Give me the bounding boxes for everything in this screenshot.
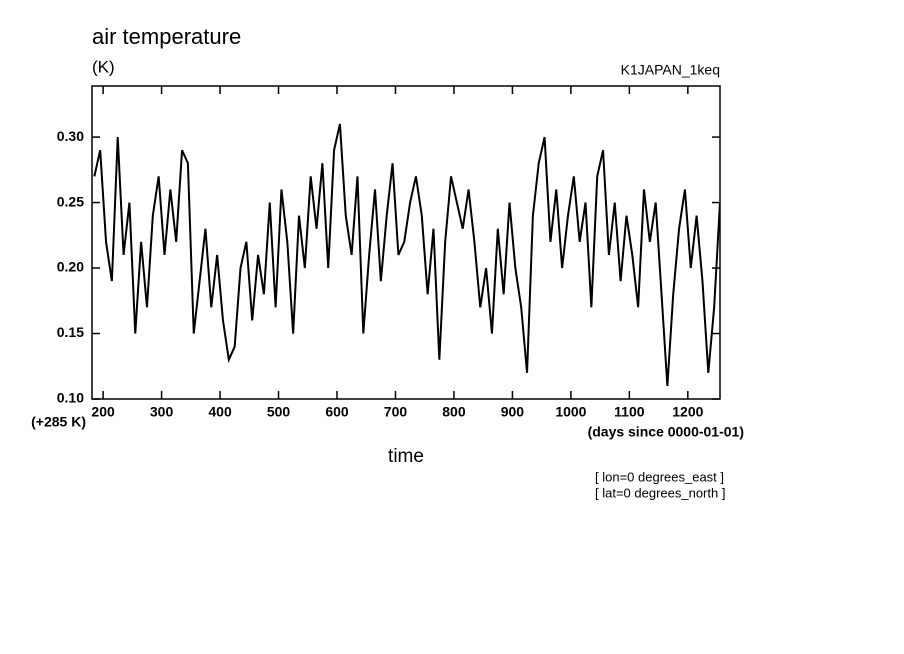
x-tick-label: 600 — [325, 404, 349, 420]
chart-title: air temperature — [92, 24, 241, 49]
x-tick-label: 1200 — [672, 404, 703, 420]
dataset-label: K1JAPAN_1keq — [621, 62, 720, 78]
x-units-label: (days since 0000-01-01) — [588, 424, 744, 440]
y-tick-label: 0.30 — [57, 128, 84, 144]
y-offset-label: (+285 K) — [31, 414, 86, 430]
x-tick-label: 1000 — [555, 404, 586, 420]
x-tick-label: 800 — [442, 404, 466, 420]
x-tick-label: 500 — [267, 404, 291, 420]
x-tick-label: 700 — [384, 404, 408, 420]
data-line — [93, 123, 720, 386]
plot-frame — [91, 85, 721, 400]
y-tick-label: 0.15 — [57, 324, 84, 340]
x-tick-label: 400 — [208, 404, 232, 420]
x-tick-label: 200 — [91, 404, 115, 420]
x-tick-label: 300 — [150, 404, 174, 420]
y-tick-label: 0.25 — [57, 193, 84, 209]
note: [ lat=0 degrees_north ] — [595, 485, 725, 500]
note: [ lon=0 degrees_east ] — [595, 469, 724, 484]
x-axis-label: time — [388, 446, 424, 467]
x-tick-label: 900 — [501, 404, 525, 420]
unit-label: (K) — [92, 57, 115, 76]
y-tick-label: 0.20 — [57, 259, 84, 275]
y-tick-label: 0.10 — [57, 390, 84, 406]
x-tick-label: 1100 — [614, 404, 645, 420]
